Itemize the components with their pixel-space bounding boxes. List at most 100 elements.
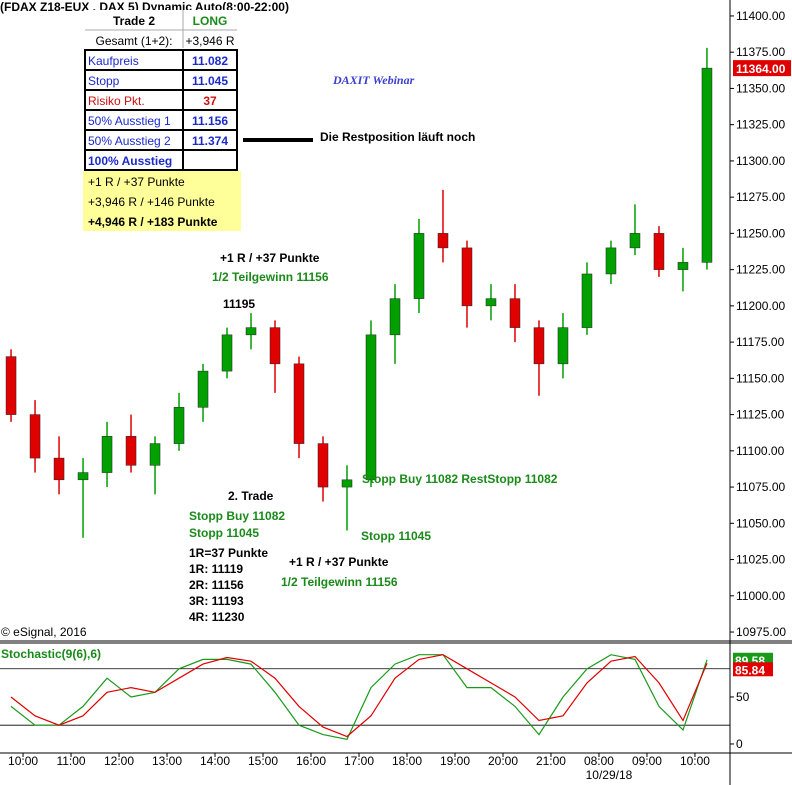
candle-body [197,370,209,408]
candle-body [629,233,641,249]
notes-bg [83,171,241,231]
annotation: 3R: 11193 [189,594,244,608]
last-price-box [733,60,791,77]
candle-body [389,298,401,336]
candle-body [533,327,545,365]
x-tick-label: 14:00 [200,754,230,768]
annotation: Stopp Buy 11082 [189,509,285,523]
candle-body [77,472,89,481]
x-tick-label: 15:00 [248,754,278,768]
candle-body [5,356,17,415]
x-tick-label: 16:00 [296,754,326,768]
indicator-title: Stochastic(9(6),6) [1,647,101,661]
x-tick-label: 21:00 [536,754,566,768]
table-text: Risiko Pkt. [88,94,145,108]
y-tick-label: 50 [736,690,750,704]
y-tick-label: 11025.00 [736,553,785,567]
note: +4,946 R / +183 Punkte [88,215,218,229]
date-label: 10/29/18 [586,768,633,782]
candle-body [461,247,473,307]
x-tick-label: 10:00 [680,754,710,768]
stochastic-line [10,654,708,740]
x-tick-label: 18:00 [392,754,422,768]
candle-body [221,334,233,372]
table-text: 11.374 [192,134,228,148]
y-tick-label: 11100.00 [736,444,785,458]
table-text: 100% Ausstieg [88,154,172,168]
annotation: 4R: 11230 [189,610,245,624]
annotation: +1 R / +37 Punkte [289,555,389,569]
credit: © eSignal, 2016 [1,625,87,639]
table-text: 37 [203,94,217,108]
candle-body [581,273,593,328]
table-text: Stopp [88,74,120,88]
candle-body [125,436,137,466]
x-tick-label: 17:00 [344,754,374,768]
table-text: 11.082 [192,54,228,68]
chart-title: DAXIT Webinar [332,73,415,87]
candle-body [149,443,161,466]
table-text: 11.045 [192,74,228,88]
y-tick-label: 11400.00 [736,9,785,23]
table-text: Trade 2 [113,14,155,28]
candle-body [653,233,665,270]
x-tick-label: 08:00 [584,754,614,768]
x-tick-label: 09:00 [632,754,662,768]
table-text: Kaufpreis [88,54,139,68]
annotation: Stopp 11045 [189,526,259,540]
annotation: 11195 [223,297,255,311]
x-tick-label: 10:00 [8,754,38,768]
y-tick-label: 11350.00 [736,81,785,95]
annotation: Stopp Buy 11082 RestStopp 11082 [362,472,558,486]
table-text: +3,946 R [185,34,234,48]
candle-body [173,407,185,444]
end-label: 85.84 [735,663,765,677]
candle-body [269,327,281,365]
y-tick-label: 11300.00 [736,154,785,168]
y-tick-label: 11275.00 [736,190,785,204]
annotation: 2. Trade [228,489,274,503]
annotation: 1/2 Teilgewinn 11156 [212,270,329,284]
annotation: Stopp 11045 [361,529,431,543]
candle-body [341,479,353,488]
candle-body [413,233,425,299]
note: +3,946 R / +146 Punkte [88,195,215,209]
y-tick-label: 11225.00 [736,263,785,277]
last-price-label: 11364.00 [736,62,786,76]
table-text: 50% Ausstieg 2 [88,134,171,148]
x-tick-label: 12:00 [104,754,134,768]
table-cell [182,149,238,171]
table-text: Gesamt (1+2): [95,34,172,48]
annotation: Die Restposition läuft noch [320,130,475,144]
end-label-box [733,662,773,677]
y-tick-label: 11375.00 [736,45,785,59]
x-tick-label: 20:00 [488,754,518,768]
candle-body [245,327,257,336]
annotation: 1/2 Teilgewinn 11156 [281,575,398,589]
annotation: +1 R / +37 Punkte [220,251,320,265]
annotation: 1R: 11119 [189,562,243,576]
note: +1 R / +37 Punkte [88,175,185,189]
candle-body [485,298,497,307]
x-tick-label: 11:00 [56,754,85,768]
annotation: 1R=37 Punkte [189,546,268,560]
table-text: LONG [193,14,228,28]
candle-body [701,67,713,263]
annotation: 2R: 11156 [189,578,244,592]
candle-body [365,334,377,481]
candle-body [101,436,113,473]
table-text: 50% Ausstieg 1 [88,114,171,128]
stochastic-line [10,654,708,738]
table-text: 11.156 [192,114,228,128]
y-tick-label: 11175.00 [736,335,785,349]
y-tick-label: 11050.00 [736,516,785,530]
y-tick-label: 11000.00 [736,589,785,603]
candle-body [29,414,41,459]
y-tick-label: 11075.00 [736,480,785,494]
candle-body [293,363,305,444]
candle-body [677,262,689,270]
candle-body [317,443,329,488]
y-tick-label: 11250.00 [736,226,785,240]
y-tick-label: 11125.00 [736,408,785,422]
